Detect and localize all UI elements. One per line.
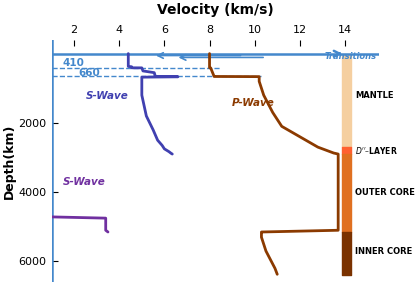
Text: S-Wave: S-Wave xyxy=(85,91,128,101)
Text: 660: 660 xyxy=(79,68,100,78)
Text: OUTER CORE: OUTER CORE xyxy=(355,188,415,197)
Text: S-Wave: S-Wave xyxy=(63,177,106,187)
Text: MANTLE: MANTLE xyxy=(355,91,394,100)
Text: Transitions: Transitions xyxy=(325,52,377,60)
Text: INNER CORE: INNER CORE xyxy=(355,247,413,256)
Text: $D''$–LAYER: $D''$–LAYER xyxy=(355,145,398,156)
Title: Velocity (km/s): Velocity (km/s) xyxy=(157,3,273,17)
Y-axis label: Depth(km): Depth(km) xyxy=(3,123,16,199)
Text: P-Wave: P-Wave xyxy=(232,97,275,107)
Text: 410: 410 xyxy=(63,58,85,68)
